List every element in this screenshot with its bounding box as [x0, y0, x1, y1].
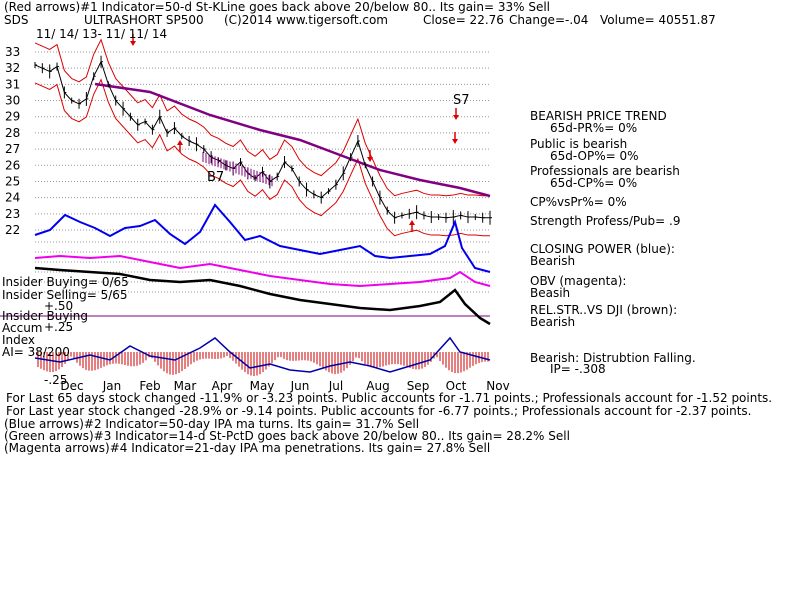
pros-value: 65d-CP%= 0% — [550, 176, 638, 190]
plus25-label: +.25 — [44, 320, 74, 334]
volume-value: Volume= 40551.87 — [600, 13, 716, 27]
accumulation-index — [34, 336, 491, 376]
footer-line-5: (Magenta arrows)#4 Indicator=21-day IPA … — [4, 441, 491, 455]
x-tick-label: May — [250, 379, 275, 393]
closing-power-title: CLOSING POWER (blue): — [530, 242, 675, 256]
indicator-lines — [34, 203, 491, 326]
obv-value: Beasih — [530, 286, 571, 300]
y-tick-label: 23 — [5, 207, 20, 221]
b7-label: B7 — [207, 170, 225, 185]
signal-arrow-head — [130, 41, 136, 46]
signal-arrow-head — [409, 220, 415, 225]
obv-title: OBV (magenta): — [530, 274, 627, 288]
x-tick-label: Jul — [328, 379, 343, 393]
footer-line-3: (Blue arrows)#2 Indicator=50-day IPA ma … — [4, 417, 420, 431]
relstr-value: Bearish — [530, 315, 576, 329]
signal-arrow-head — [452, 139, 458, 144]
x-tick-label: Nov — [486, 379, 509, 393]
date-range: 11/ 14/ 13- 11/ 11/ 14 — [36, 27, 168, 41]
relstr-title: REL.STR..VS DJI (brown): — [530, 303, 678, 317]
x-tick-label: Aug — [366, 379, 389, 393]
y-tick-label: 33 — [5, 45, 20, 59]
obv-line — [34, 254, 491, 288]
x-tick-label: Sep — [407, 379, 430, 393]
closing-power-value: Bearish — [530, 254, 576, 268]
y-tick-label: 22 — [5, 223, 20, 237]
minus25-label: -.25 — [44, 373, 68, 387]
insider-buying-2: Insider Buying — [2, 309, 88, 323]
trend-title: BEARISH PRICE TREND — [530, 109, 667, 123]
accum-title: Bearish: Distrubtion Falling. — [530, 351, 696, 365]
grid-lines — [0, 51, 490, 317]
y-tick-labels: 33 32 31 30 29 28 27 26 25 24 23 22 — [5, 45, 20, 237]
lower-band — [34, 78, 490, 237]
y-tick-label: 26 — [5, 158, 20, 172]
security-name: ULTRASHORT SP500 — [84, 13, 204, 27]
ticker: SDS — [4, 13, 29, 27]
index-label: Index — [2, 333, 36, 347]
footer-line-2: For Last year stock changed -28.9% or -9… — [6, 404, 752, 418]
price-series — [34, 55, 492, 225]
upper-band — [34, 38, 490, 197]
insider-selling: Insider Selling= 5/65 — [2, 288, 128, 302]
plus50-label: +.50 — [44, 299, 74, 313]
y-tick-label: 27 — [5, 142, 20, 156]
accum-label: Accum — [2, 321, 43, 335]
trend-value: 65d-PR%= 0% — [550, 121, 638, 135]
change-value: Change=-.04 — [509, 13, 589, 27]
x-tick-label: Dec — [60, 379, 83, 393]
public-value: 65d-OP%= 0% — [550, 149, 639, 163]
price-line — [34, 60, 490, 219]
ai-label: AI= 38/200 — [2, 345, 70, 359]
y-tick-label: 29 — [5, 110, 20, 124]
close-value: Close= 22.76 — [423, 13, 504, 27]
y-tick-label: 31 — [5, 77, 20, 91]
red-arrows-indicator: (Red arrows)#1 Indicator=50-d St-KLine g… — [4, 0, 551, 14]
accum-line — [34, 336, 491, 373]
x-tick-label: Oct — [446, 379, 467, 393]
y-tick-label: 28 — [5, 126, 20, 140]
moving-average — [94, 82, 491, 198]
y-tick-label: 25 — [5, 174, 20, 188]
footer-line-4: (Green arrows)#3 Indicator=14-d St-PctD … — [4, 429, 570, 443]
insider-buying: Insider Buying= 0/65 — [2, 275, 129, 289]
signal-arrow-head — [453, 115, 459, 120]
x-tick-label: Feb — [139, 379, 160, 393]
x-tick-label: Jun — [290, 379, 310, 393]
y-tick-label: 24 — [5, 191, 20, 205]
public-title: Public is bearish — [530, 137, 628, 151]
pros-title: Professionals are bearish — [530, 164, 680, 178]
signal-arrows — [130, 34, 459, 232]
signal-arrow-head — [177, 140, 183, 145]
signal-arrow-head — [367, 157, 373, 162]
accum-value: IP= -.308 — [550, 362, 606, 376]
x-tick-label: Jan — [102, 379, 122, 393]
x-tick-label: Mar — [174, 379, 197, 393]
footer-line-1: For Last 65 days stock changed -11.9% or… — [6, 391, 773, 405]
y-tick-label: 30 — [5, 94, 20, 108]
relstr-line — [34, 266, 491, 326]
copyright: (C)2014 www.tigersoft.com — [224, 13, 388, 27]
y-tick-label: 32 — [5, 61, 20, 75]
closing-power-line — [34, 203, 491, 273]
s7-label: S7 — [453, 93, 470, 108]
strength: Strength Profess/Pub= .9 — [530, 214, 681, 228]
x-tick-label: Apr — [212, 379, 233, 393]
price-bands — [34, 38, 491, 237]
x-tick-labels: Dec Jan Feb Mar Apr May Jun Jul Aug Sep Oct Nov — [60, 379, 509, 393]
cp-vs-pr: CP%vsPr%= 0% — [530, 195, 627, 209]
